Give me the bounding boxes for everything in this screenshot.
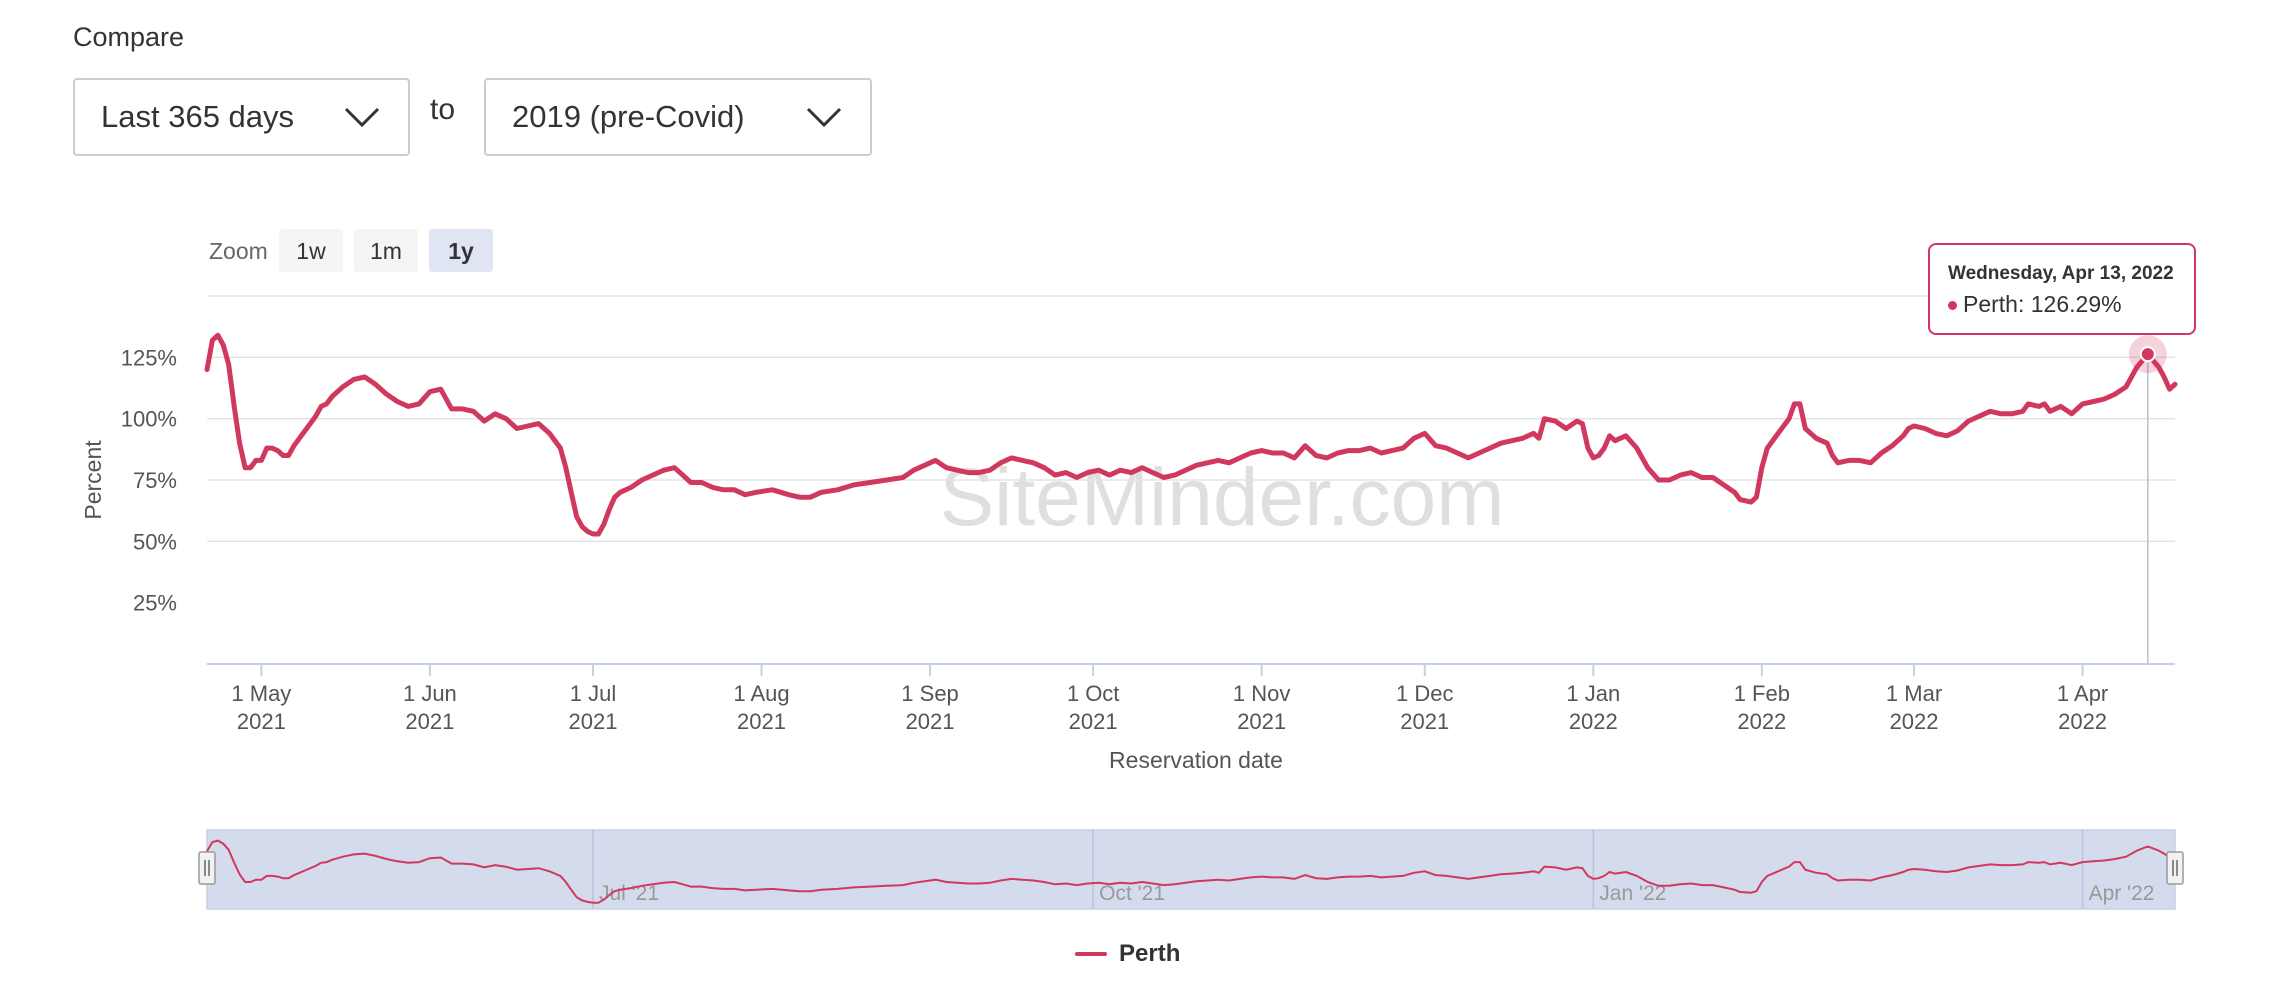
navigator-right-handle[interactable] bbox=[2166, 851, 2184, 885]
watermark: SiteMinder.com bbox=[939, 452, 1504, 543]
tooltip-value-row: Perth: 126.29% bbox=[1948, 291, 2176, 318]
chevron-down-icon bbox=[806, 107, 842, 128]
y-tick-label: 50% bbox=[133, 529, 177, 554]
zoom-button-label: 1y bbox=[448, 238, 474, 264]
zoom-button-bg bbox=[354, 229, 418, 272]
tooltip-series: Perth bbox=[1963, 291, 2018, 317]
zoom-button-1m[interactable]: 1m bbox=[354, 229, 418, 272]
baseline-select-value: 2019 (pre-Covid) bbox=[512, 99, 745, 134]
series-line-perth bbox=[204, 332, 2178, 537]
period-select-value: Last 365 days bbox=[101, 99, 295, 134]
tooltip-value: 126.29% bbox=[2030, 291, 2122, 317]
y-tick-label: 125% bbox=[121, 345, 177, 370]
zoom-button-bg bbox=[429, 229, 493, 272]
navigator-tick-label: Jan '22 bbox=[1599, 882, 1666, 905]
x-axis-title: Reservation date bbox=[1109, 747, 1283, 773]
y-tick-label: 75% bbox=[133, 468, 177, 493]
x-tick-label-year: 2022 bbox=[2058, 709, 2107, 734]
zoom-button-1w[interactable]: 1w bbox=[279, 229, 343, 272]
x-tick-label: 1 Dec bbox=[1396, 681, 1453, 706]
x-tick-label-year: 2021 bbox=[906, 709, 955, 734]
period-select[interactable]: Last 365 days bbox=[73, 78, 410, 156]
navigator-selection[interactable] bbox=[206, 829, 2176, 910]
to-label: to bbox=[430, 93, 456, 126]
x-tick-label-year: 2021 bbox=[1400, 709, 1449, 734]
navigator-tick-label: Oct '21 bbox=[1099, 882, 1165, 905]
x-tick-label-year: 2021 bbox=[237, 709, 286, 734]
navigator-left-handle[interactable] bbox=[198, 851, 216, 885]
tooltip: Wednesday, Apr 13, 2022 Perth: 126.29% bbox=[1928, 243, 2196, 335]
x-tick-label: 1 Oct bbox=[1067, 681, 1120, 706]
x-tick-label: 1 Sep bbox=[901, 681, 959, 706]
x-tick-label-year: 2021 bbox=[737, 709, 786, 734]
x-tick-label-year: 2022 bbox=[1890, 709, 1939, 734]
zoom-button-label: 1m bbox=[370, 238, 402, 264]
x-tick-label-year: 2021 bbox=[1069, 709, 1118, 734]
legend-swatch bbox=[1075, 952, 1107, 956]
x-tick-label: 1 Mar bbox=[1886, 681, 1942, 706]
legend-label: Perth bbox=[1119, 940, 1181, 967]
x-tick-label-year: 2022 bbox=[1569, 709, 1618, 734]
navigator-tick-label: Apr '22 bbox=[2089, 882, 2155, 905]
baseline-select[interactable]: 2019 (pre-Covid) bbox=[484, 78, 872, 156]
x-tick-label: 1 Jan bbox=[1566, 681, 1620, 706]
y-tick-label: 25% bbox=[133, 591, 177, 616]
x-tick-label: 1 Apr bbox=[2057, 681, 2108, 706]
x-tick-label: 1 Jul bbox=[570, 681, 616, 706]
zoom-button-label: 1w bbox=[296, 238, 326, 264]
x-tick-label: 1 Feb bbox=[1734, 681, 1790, 706]
handle-grip bbox=[2166, 851, 2184, 885]
y-tick-label: 100% bbox=[121, 407, 177, 432]
zoom-button-1y[interactable]: 1y bbox=[429, 229, 493, 272]
tooltip-date: Wednesday, Apr 13, 2022 bbox=[1948, 263, 2174, 284]
x-tick-label-year: 2021 bbox=[569, 709, 618, 734]
x-tick-label: 1 Nov bbox=[1233, 681, 1290, 706]
x-tick-label: 1 Aug bbox=[733, 681, 789, 706]
x-tick-label-year: 2021 bbox=[1237, 709, 1286, 734]
navigator-series-line bbox=[206, 839, 2176, 904]
tooltip-dot bbox=[1948, 301, 1957, 311]
legend-item-perth[interactable]: Perth bbox=[1075, 940, 1180, 968]
hover-point bbox=[2139, 346, 2156, 363]
x-tick-label-year: 2021 bbox=[405, 709, 454, 734]
handle-grip bbox=[198, 851, 216, 885]
compare-label: Compare bbox=[73, 22, 185, 52]
zoom-label: Zoom bbox=[209, 238, 268, 264]
x-tick-label: 1 Jun bbox=[403, 681, 457, 706]
x-tick-label: 1 May bbox=[231, 681, 291, 706]
chevron-down-icon bbox=[344, 107, 380, 128]
zoom-button-bg bbox=[279, 229, 343, 272]
y-axis-title: Percent bbox=[80, 440, 106, 520]
x-tick-label-year: 2022 bbox=[1737, 709, 1786, 734]
navigator-tick-label: Jul '21 bbox=[599, 882, 659, 905]
